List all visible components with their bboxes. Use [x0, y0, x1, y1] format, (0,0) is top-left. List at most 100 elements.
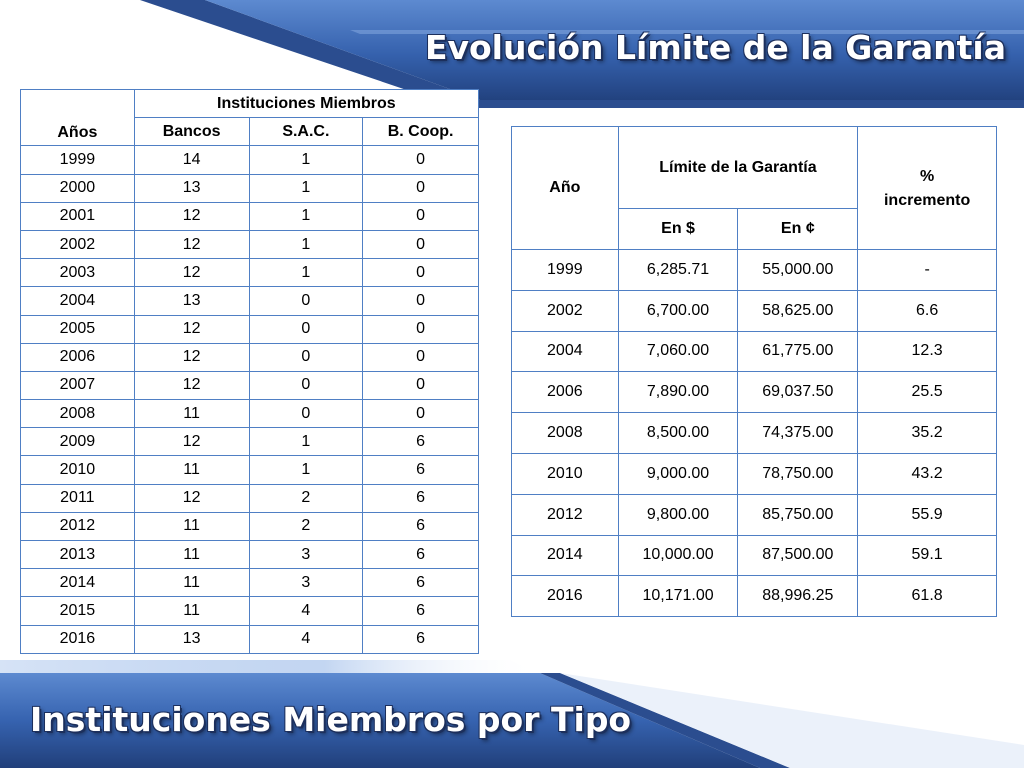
guarantee-row: 2016 10,171.00 88,996.25 61.8 [511, 575, 997, 618]
table-cell: 0 [362, 342, 479, 372]
table-cell: 0 [362, 370, 479, 401]
table-cell: 2000 [20, 173, 135, 203]
members-row: 2007 12 0 0 [20, 370, 479, 401]
year-header: Año [511, 126, 619, 250]
members-group-header: Instituciones Miembros [133, 88, 480, 119]
table-cell: 12 [133, 229, 250, 260]
table-cell: 11 [133, 399, 250, 429]
bottom-banner [0, 660, 1024, 768]
table-cell: 11 [133, 511, 250, 542]
members-row: 2014 11 3 6 [20, 568, 479, 598]
table-cell: 0 [362, 173, 479, 203]
table-cell: 2003 [20, 258, 135, 288]
table-cell: 43.2 [857, 452, 997, 495]
table-cell: 6 [362, 511, 479, 542]
guarantee-row: 2012 9,800.00 85,750.00 55.9 [511, 493, 997, 536]
table-cell: 7,890.00 [617, 371, 739, 414]
table-cell: 0 [362, 399, 479, 429]
table-cell: 12 [133, 483, 250, 513]
guarantee-row: 2014 10,000.00 87,500.00 59.1 [511, 534, 997, 577]
table-cell: 2006 [20, 342, 135, 372]
table-cell: 1 [248, 145, 364, 175]
table-cell: 87,500.00 [737, 534, 859, 577]
table-cell: 1999 [511, 249, 619, 291]
table-cell: 4 [248, 596, 364, 626]
table-cell: 0 [362, 258, 479, 288]
table-cell: 12 [133, 370, 250, 401]
pct-increase-header: % incremento [857, 126, 997, 250]
table-cell: 2002 [511, 289, 619, 332]
table-cell: 61,775.00 [737, 330, 859, 373]
members-row: 2006 12 0 0 [20, 342, 479, 372]
banks-header: Bancos [133, 117, 250, 147]
table-cell: 6 [362, 483, 479, 513]
top-banner [115, 0, 1024, 108]
members-table: Años Instituciones Miembros Bancos S.A.C… [20, 88, 480, 654]
table-cell: 2002 [20, 229, 135, 260]
members-row: 2008 11 0 0 [20, 399, 479, 429]
table-cell: 8,500.00 [617, 412, 739, 454]
table-cell: 9,000.00 [617, 452, 739, 495]
table-cell: 61.8 [857, 575, 997, 618]
table-cell: 11 [133, 539, 250, 570]
table-cell: 12 [133, 342, 250, 372]
table-cell: 74,375.00 [737, 412, 859, 454]
table-cell: 25.5 [857, 371, 997, 414]
members-row: 2012 11 2 6 [20, 511, 479, 542]
members-row: 2015 11 4 6 [20, 596, 479, 626]
table-cell: 11 [133, 455, 250, 485]
table-cell: 12 [133, 258, 250, 288]
sac-header: S.A.C. [248, 117, 364, 147]
table-cell: 3 [248, 568, 364, 598]
table-cell: 35.2 [857, 412, 997, 454]
guarantee-row: 2004 7,060.00 61,775.00 12.3 [511, 330, 997, 373]
colon-header: En ¢ [737, 208, 859, 250]
table-cell: 69,037.50 [737, 371, 859, 414]
table-cell: 12 [133, 314, 250, 344]
slide-title: Evolución Límite de la Garantía [424, 28, 1006, 67]
table-cell: 7,060.00 [617, 330, 739, 373]
table-cell: 85,750.00 [737, 493, 859, 536]
table-cell: 0 [362, 145, 479, 175]
table-cell: 10,000.00 [617, 534, 739, 577]
years-header: Años [20, 88, 135, 147]
members-row: 2013 11 3 6 [20, 539, 479, 570]
table-cell: 12 [133, 427, 250, 457]
table-cell: 12 [133, 201, 250, 231]
guarantee-row: 2010 9,000.00 78,750.00 43.2 [511, 452, 997, 495]
guarantee-row: 2008 8,500.00 74,375.00 35.2 [511, 412, 997, 454]
usd-header: En $ [617, 208, 739, 250]
table-cell: 6 [362, 455, 479, 485]
table-cell: 0 [248, 286, 364, 316]
table-cell: 1999 [20, 145, 135, 175]
members-row: 2002 12 1 0 [20, 229, 479, 260]
table-cell: 0 [362, 286, 479, 316]
members-row: 2009 12 1 6 [20, 427, 479, 457]
table-cell: 6 [362, 539, 479, 570]
table-cell: 6.6 [857, 289, 997, 332]
table-cell: 6 [362, 624, 479, 654]
coop-header: B. Coop. [362, 117, 479, 147]
table-cell: 78,750.00 [737, 452, 859, 495]
table-cell: 6 [362, 427, 479, 457]
table-cell: 11 [133, 596, 250, 626]
section-title: Instituciones Miembros por Tipo [30, 700, 632, 739]
table-cell: 4 [248, 624, 364, 654]
table-cell: 1 [248, 455, 364, 485]
table-cell: 13 [133, 286, 250, 316]
table-cell: 0 [248, 399, 364, 429]
table-cell: 2012 [511, 493, 619, 536]
table-cell: 2011 [20, 483, 135, 513]
table-cell: 13 [133, 173, 250, 203]
table-cell: 11 [133, 568, 250, 598]
table-cell: 1 [248, 173, 364, 203]
table-cell: 1 [248, 201, 364, 231]
table-cell: 2004 [20, 286, 135, 316]
table-cell: 88,996.25 [737, 575, 859, 618]
members-row: 2001 12 1 0 [20, 201, 479, 231]
pct-header-word: incremento [883, 192, 971, 209]
table-cell: 58,625.00 [737, 289, 859, 332]
table-cell: 2010 [511, 452, 619, 495]
table-cell: 6 [362, 568, 479, 598]
table-cell: 1 [248, 229, 364, 260]
